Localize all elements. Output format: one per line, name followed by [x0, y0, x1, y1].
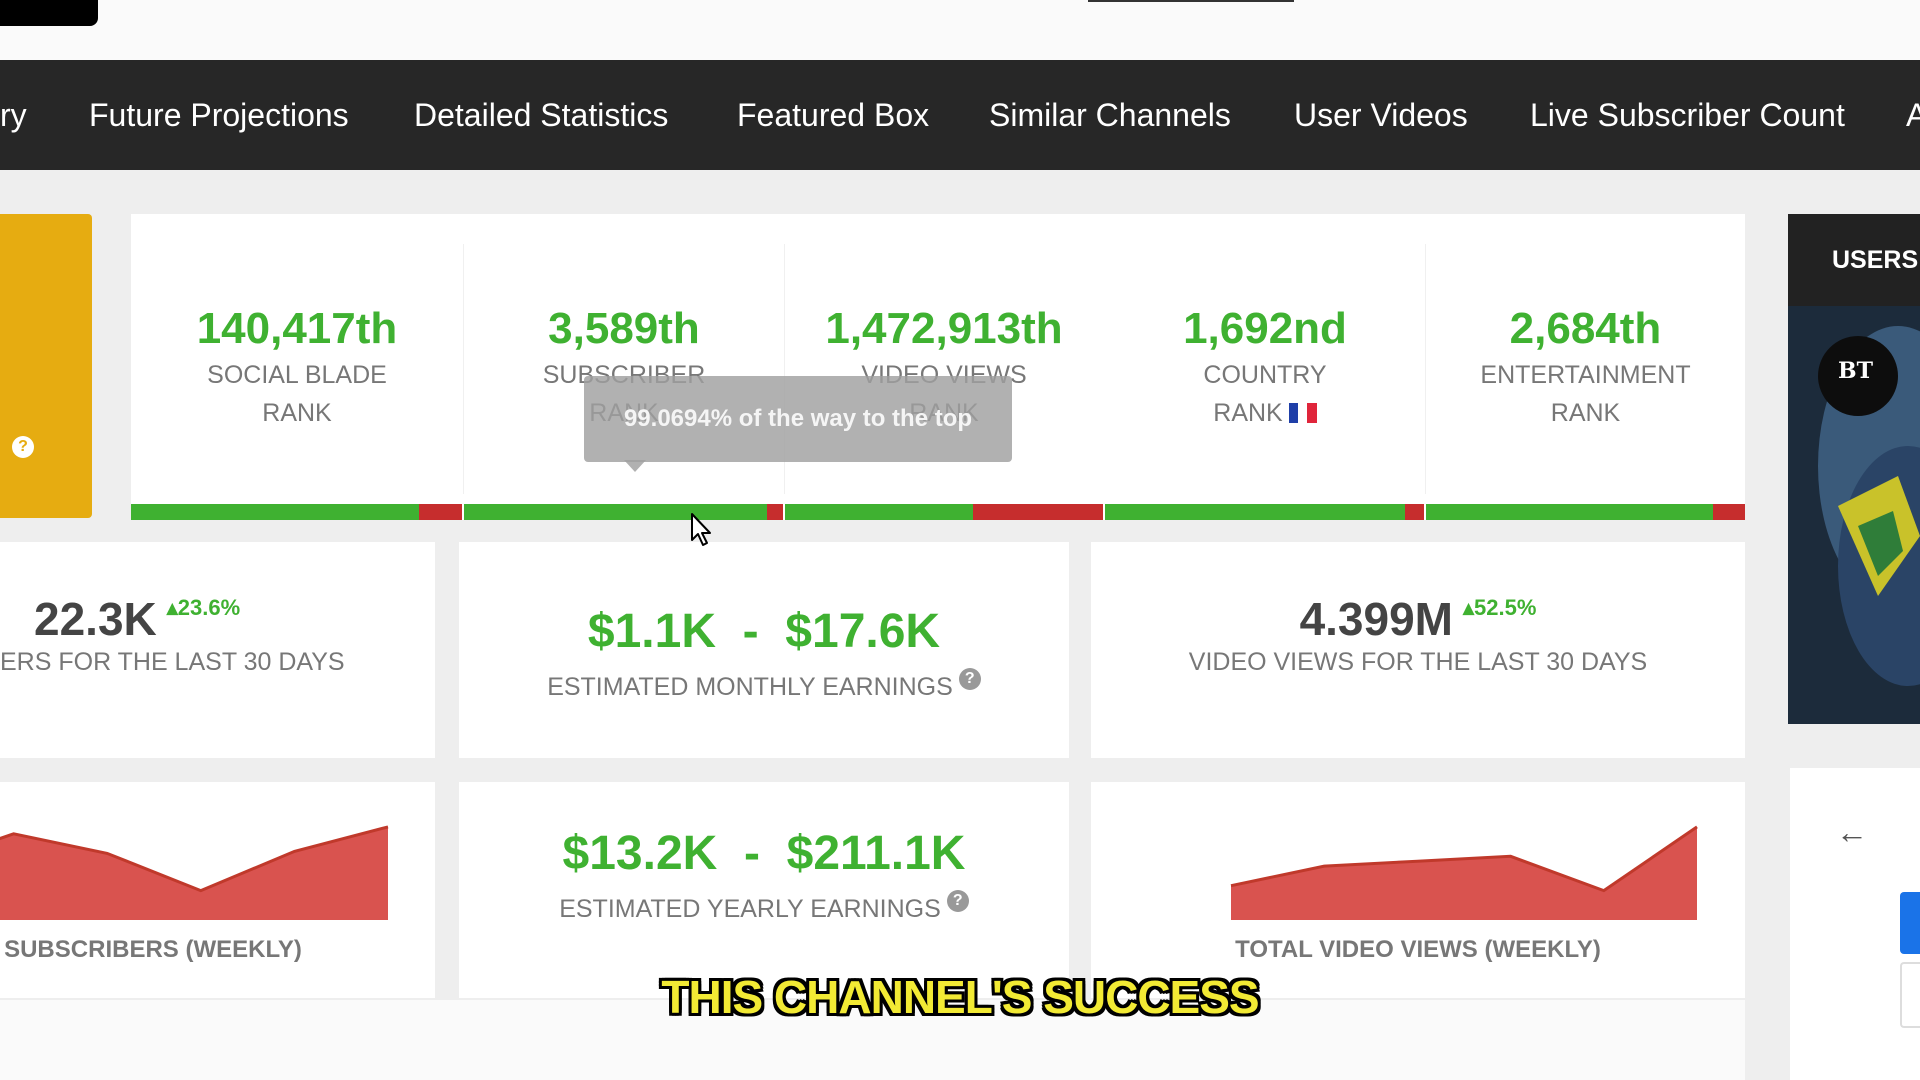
views-weekly-chart — [1230, 825, 1698, 920]
help-icon[interactable]: ? — [12, 436, 34, 458]
help-icon[interactable]: ? — [946, 890, 969, 912]
right-panel-card — [1790, 768, 1920, 1080]
chart-line — [0, 825, 389, 893]
tooltip-arrow — [624, 460, 646, 472]
secondary-button[interactable] — [1900, 962, 1920, 1028]
yearly-earnings-label: ESTIMATED YEARLY EARNINGS? — [459, 890, 1069, 924]
divider — [1425, 244, 1426, 494]
rank-value: 1,692nd — [1183, 304, 1347, 353]
subscribers-weekly-chart — [0, 825, 389, 920]
video-thumbnail[interactable]: BT — [1788, 306, 1920, 724]
chart-area — [0, 826, 388, 920]
tab-future-projections[interactable]: Future Projections — [89, 97, 349, 133]
divider — [463, 244, 464, 494]
tab-live-subscriber-count[interactable]: Live Subscriber Count — [1530, 97, 1845, 133]
chart-area — [1231, 826, 1697, 920]
rank-progress-remaining — [1713, 504, 1745, 520]
bottom-card — [0, 1000, 1745, 1080]
rank-value: 3,589th — [548, 304, 700, 353]
tab-user-videos[interactable]: User Videos — [1294, 97, 1468, 133]
rank-progress-remaining — [972, 504, 1103, 520]
views-30d-card: 4.399M ▴52.5% VIDEO VIEWS FOR THE LAST 30… — [1091, 542, 1745, 758]
rank-social-blade: 140,417th SOCIAL BLADE RANK — [131, 214, 463, 504]
rank-tooltip: 99.0694% of the way to the top — [584, 376, 1012, 462]
grade-card — [0, 214, 92, 518]
views-30d-change: ▴52.5% — [1463, 595, 1537, 620]
tab-featured-box[interactable]: Featured Box — [737, 97, 930, 133]
channel-nav: ry Future Projections Detailed Statistic… — [0, 60, 1920, 170]
channel-initials: BT — [1838, 358, 1873, 384]
subscribers-30d-card: 22.3K ▴23.6% ERS FOR THE LAST 30 DAYS — [0, 542, 435, 758]
logo[interactable] — [0, 0, 98, 26]
mouse-cursor-icon — [691, 513, 711, 546]
arrow-left-icon[interactable]: ← — [1836, 814, 1868, 850]
rank-label: COUNTRY RANK — [1203, 361, 1327, 427]
help-icon[interactable]: ? — [958, 668, 981, 690]
yearly-earnings-value: $13.2K - $211.1K — [562, 827, 966, 880]
rank-entertainment: 2,684th ENTERTAINMENT RANK — [1426, 214, 1745, 504]
rank-card: 140,417th SOCIAL BLADE RANK 3,589th SUBSC… — [131, 214, 1745, 520]
views-30d-label: VIDEO VIEWS FOR THE LAST 30 DAYS — [1188, 648, 1648, 676]
header-underline — [1088, 0, 1294, 2]
chart-label: TOTAL VIDEO VIEWS (WEEKLY) — [1235, 936, 1601, 963]
yearly-earnings-card: $13.2K - $211.1K ESTIMATED YEARLY EARNIN… — [459, 782, 1069, 998]
rank-label: SOCIAL BLADE RANK — [207, 361, 387, 427]
monthly-earnings-label: ESTIMATED MONTHLY EARNINGS? — [459, 668, 1069, 702]
rank-progress-bar — [464, 504, 783, 520]
monthly-earnings-card: $1.1K - $17.6K ESTIMATED MONTHLY EARNING… — [459, 542, 1069, 758]
top-header — [0, 0, 1920, 60]
divider — [784, 244, 785, 494]
rank-progress-bar — [785, 504, 1103, 520]
rank-progress-remaining — [1404, 504, 1424, 520]
rank-progress-bar — [1426, 504, 1745, 520]
rank-country: 1,692nd COUNTRY RANK — [1105, 214, 1425, 504]
rank-value: 1,472,913th — [825, 304, 1063, 353]
video-caption: THIS CHANNEL'S SUCCESS — [661, 971, 1259, 1023]
tab-overflow[interactable]: A — [1906, 97, 1920, 133]
france-flag-icon — [1288, 396, 1317, 423]
chart-label: SUBSCRIBERS (WEEKLY) — [4, 936, 302, 963]
subscribers-weekly-card: SUBSCRIBERS (WEEKLY) — [0, 782, 435, 998]
primary-button[interactable] — [1900, 892, 1920, 954]
rank-label: ENTERTAINMENT RANK — [1480, 361, 1691, 427]
rank-progress-remaining — [418, 504, 462, 520]
rank-progress-remaining — [767, 504, 783, 520]
views-weekly-card: TOTAL VIDEO VIEWS (WEEKLY) — [1091, 782, 1745, 998]
subscribers-30d-value: 22.3K — [34, 593, 157, 645]
subscribers-30d-label: ERS FOR THE LAST 30 DAYS — [0, 648, 345, 676]
views-30d-value: 4.399M — [1299, 593, 1453, 645]
rank-progress-bar — [131, 504, 462, 520]
chart-line — [1230, 825, 1698, 893]
monthly-earnings-value: $1.1K - $17.6K — [587, 605, 941, 658]
tab-summary[interactable]: ry — [0, 97, 27, 133]
rank-value: 140,417th — [196, 304, 398, 353]
tab-detailed-statistics[interactable]: Detailed Statistics — [414, 97, 669, 133]
users-panel-header: USERS — [1788, 214, 1920, 306]
rank-value: 2,684th — [1509, 304, 1662, 353]
rank-progress-bar — [1105, 504, 1424, 520]
tab-similar-channels[interactable]: Similar Channels — [989, 97, 1231, 133]
subscribers-30d-change: ▴23.6% — [166, 595, 241, 620]
